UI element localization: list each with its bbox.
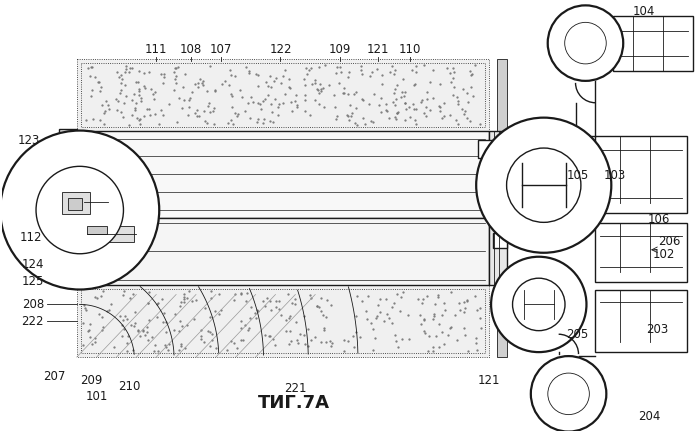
Bar (77, 59, 489, 130)
Text: 221: 221 (284, 382, 307, 395)
Text: 124: 124 (22, 258, 44, 271)
Bar (77, 130, 489, 218)
Text: 207: 207 (43, 371, 65, 384)
Bar (493, 233, 507, 248)
Text: 110: 110 (398, 43, 421, 56)
Text: ΤИГ.7А: ΤИГ.7А (258, 394, 330, 412)
Bar (596, 289, 687, 352)
Text: 105: 105 (567, 169, 589, 182)
Text: 210: 210 (118, 381, 140, 394)
Text: 208: 208 (22, 298, 44, 311)
Bar (81, 289, 485, 353)
Circle shape (507, 148, 581, 222)
Text: 205: 205 (567, 328, 589, 341)
Text: 122: 122 (269, 43, 291, 56)
Circle shape (512, 278, 565, 330)
Bar (62, 192, 89, 214)
Bar (613, 16, 693, 71)
Circle shape (491, 257, 586, 352)
Bar (87, 226, 106, 234)
Bar (497, 59, 507, 357)
Text: 204: 204 (638, 410, 661, 423)
Text: 123: 123 (17, 134, 40, 147)
Bar (77, 218, 489, 285)
Text: 104: 104 (633, 5, 656, 18)
Bar (478, 140, 507, 159)
Bar (507, 150, 517, 178)
Bar (59, 129, 77, 220)
Text: 203: 203 (646, 323, 668, 336)
Text: 121: 121 (478, 375, 500, 388)
Circle shape (0, 130, 159, 289)
Text: 102: 102 (653, 248, 675, 261)
Bar (596, 136, 687, 213)
Text: 209: 209 (80, 375, 103, 388)
Circle shape (36, 166, 124, 254)
Text: 112: 112 (20, 232, 42, 245)
Text: 103: 103 (603, 169, 626, 182)
Text: 206: 206 (658, 235, 680, 248)
Text: 121: 121 (366, 43, 389, 56)
Text: 108: 108 (180, 43, 202, 56)
Bar (596, 223, 687, 282)
Text: 107: 107 (210, 43, 232, 56)
Text: 106: 106 (648, 213, 670, 226)
Bar (489, 130, 507, 285)
Circle shape (531, 356, 606, 432)
Circle shape (476, 118, 612, 253)
Bar (81, 63, 485, 127)
Circle shape (548, 373, 589, 415)
Text: 125: 125 (22, 275, 44, 288)
Circle shape (548, 5, 624, 81)
Text: 222: 222 (22, 315, 44, 328)
Text: 101: 101 (85, 391, 108, 403)
Circle shape (565, 22, 606, 64)
Bar (87, 226, 134, 242)
Text: 109: 109 (329, 43, 352, 56)
Bar (77, 285, 489, 357)
Text: 111: 111 (145, 43, 168, 56)
Bar (68, 198, 82, 210)
